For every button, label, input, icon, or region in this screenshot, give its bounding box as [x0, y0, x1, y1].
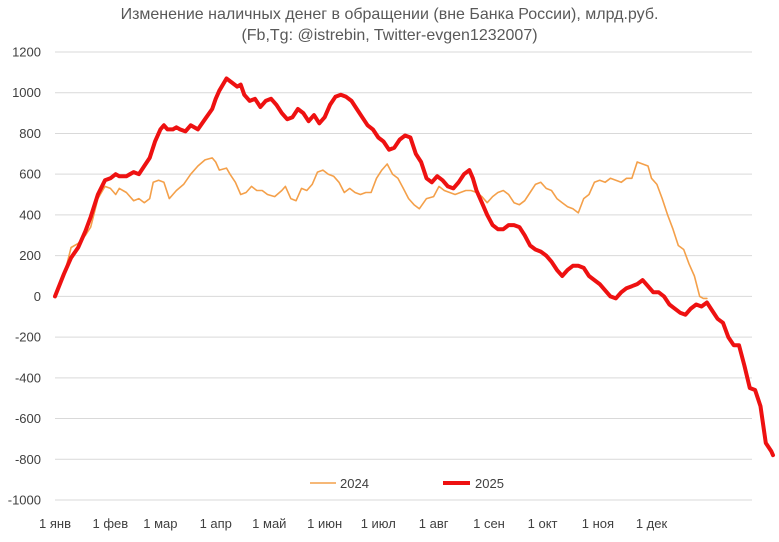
y-tick-label: 1000	[12, 85, 41, 100]
y-tick-label: 1200	[12, 45, 41, 60]
legend-label-2025: 2025	[475, 476, 504, 491]
y-tick-label: 0	[34, 289, 41, 304]
chart-title: Изменение наличных денег в обращении (вн…	[120, 6, 659, 23]
x-tick-label: 1 авг	[419, 516, 449, 531]
y-tick-label: -800	[15, 452, 41, 467]
x-tick-label: 1 сен	[473, 516, 505, 531]
series-line-2025	[53, 76, 775, 458]
y-tick-label: 800	[19, 126, 41, 141]
series-line-2024	[54, 157, 708, 300]
y-tick-label: 400	[19, 207, 41, 222]
legend-label-2024: 2024	[340, 476, 369, 491]
y-tick-label: -200	[15, 330, 41, 345]
chart-subtitle: (Fb,Tg: @istrebin, Twitter-evgen1232007)	[241, 27, 538, 44]
y-tick-label: 200	[19, 248, 41, 263]
x-tick-label: 1 янв	[39, 516, 71, 531]
y-tick-label: -600	[15, 411, 41, 426]
y-tick-label: -1000	[8, 493, 41, 508]
x-tick-label: 1 мар	[143, 516, 177, 531]
legend: 2024 2025	[310, 476, 504, 491]
x-tick-label: 1 июн	[307, 516, 342, 531]
y-tick-label: 600	[19, 167, 41, 182]
y-tick-label: -400	[15, 370, 41, 385]
x-tick-label: 1 июл	[361, 516, 396, 531]
x-tick-label: 1 апр	[200, 516, 232, 531]
x-tick-label: 1 ноя	[582, 516, 614, 531]
x-tick-label: 1 окт	[528, 516, 558, 531]
x-tick-label: 1 май	[252, 516, 286, 531]
x-tick-label: 1 фев	[93, 516, 129, 531]
x-tick-label: 1 дек	[636, 516, 668, 531]
gridlines	[55, 51, 752, 501]
